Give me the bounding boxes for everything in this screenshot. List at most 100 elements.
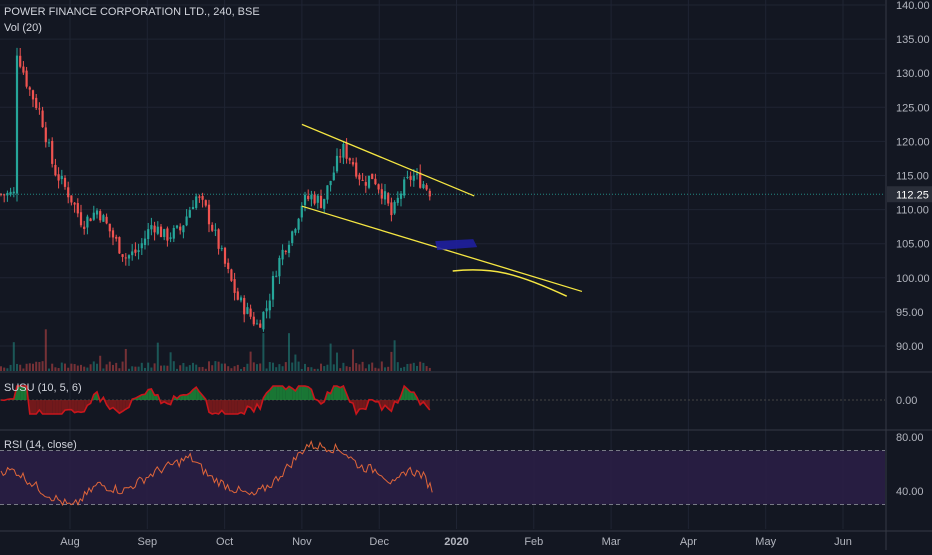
price-tick-label: 95.00 bbox=[896, 307, 924, 319]
candle-body bbox=[368, 176, 370, 188]
price-tick-label: 120.00 bbox=[896, 136, 930, 148]
candle-body bbox=[230, 269, 232, 280]
candle-body bbox=[275, 276, 277, 277]
volume-bar bbox=[243, 367, 245, 371]
volume-bar bbox=[381, 361, 383, 371]
candle-body bbox=[240, 297, 242, 300]
candle-body bbox=[323, 199, 325, 209]
candle-body bbox=[259, 324, 261, 328]
volume-bar bbox=[93, 361, 95, 371]
candle-body bbox=[349, 158, 351, 160]
volume-bar bbox=[230, 368, 232, 371]
candle-body bbox=[186, 216, 188, 225]
candle-body bbox=[218, 229, 220, 248]
volume-bar bbox=[208, 361, 210, 371]
volume-bar bbox=[26, 364, 28, 371]
candle-body bbox=[157, 227, 159, 234]
candle-body bbox=[189, 210, 191, 218]
volume-bar bbox=[269, 362, 271, 371]
candle-body bbox=[422, 184, 424, 188]
volume-bar bbox=[352, 349, 354, 371]
candle-body bbox=[192, 207, 194, 209]
candle-body bbox=[278, 258, 280, 276]
volume-bar bbox=[285, 362, 287, 371]
volume-bar bbox=[67, 368, 69, 371]
candle-body bbox=[150, 225, 152, 229]
candle-body bbox=[291, 231, 293, 243]
candle-body bbox=[131, 251, 133, 255]
susu-fill bbox=[49, 400, 52, 414]
volume-bar bbox=[400, 368, 402, 371]
candle-body bbox=[90, 218, 92, 221]
candle-body bbox=[77, 203, 79, 213]
volume-bar bbox=[115, 363, 117, 371]
candle-body bbox=[61, 176, 63, 179]
volume-bar bbox=[429, 368, 431, 371]
volume-bar bbox=[294, 355, 296, 371]
price-tick-label: 110.00 bbox=[896, 205, 929, 217]
candle-body bbox=[269, 301, 271, 311]
candle-body bbox=[234, 279, 236, 293]
volume-bar bbox=[371, 363, 373, 371]
volume-bar bbox=[346, 366, 348, 371]
volume-bar bbox=[86, 368, 88, 371]
susu-fill bbox=[68, 400, 71, 410]
susu-fill bbox=[212, 400, 215, 414]
candle-body bbox=[317, 196, 319, 203]
time-tick-label: Apr bbox=[680, 536, 697, 548]
volume-bar bbox=[182, 363, 184, 371]
price-tick-label: 105.00 bbox=[896, 239, 930, 251]
volume-bar bbox=[278, 364, 280, 371]
volume-bar bbox=[387, 367, 389, 371]
volume-bar bbox=[160, 366, 162, 371]
volume-bar bbox=[298, 362, 300, 371]
candle-body bbox=[294, 229, 296, 233]
susu-fill bbox=[43, 400, 46, 414]
candle-body bbox=[326, 185, 328, 199]
candle-body bbox=[112, 230, 114, 237]
candle-body bbox=[154, 226, 156, 233]
candle-body bbox=[227, 263, 229, 269]
candle-body bbox=[125, 257, 127, 258]
volume-bar bbox=[218, 362, 220, 371]
volume-bar bbox=[234, 366, 236, 371]
volume-bar bbox=[237, 365, 239, 371]
time-tick-label: Aug bbox=[60, 536, 80, 548]
candle-body bbox=[320, 196, 322, 208]
candle-body bbox=[16, 56, 18, 194]
candle-body bbox=[413, 176, 415, 181]
volume-bar bbox=[170, 352, 172, 371]
volume-bar bbox=[275, 367, 277, 371]
volume-bar bbox=[80, 365, 82, 371]
candle-body bbox=[51, 141, 53, 164]
volume-bar bbox=[282, 366, 284, 371]
price-tick-label: 90.00 bbox=[896, 341, 924, 353]
time-tick-label: Mar bbox=[602, 536, 621, 548]
volume-bar bbox=[16, 364, 18, 371]
candle-body bbox=[390, 202, 392, 215]
volume-bar bbox=[58, 368, 60, 371]
candle-body bbox=[160, 227, 162, 237]
time-tick-label: Oct bbox=[216, 536, 233, 548]
candle-body bbox=[406, 177, 408, 178]
susu-fill bbox=[228, 400, 231, 414]
volume-bar bbox=[202, 367, 204, 371]
candle-body bbox=[282, 250, 284, 260]
volume-bar bbox=[176, 369, 178, 371]
volume-bar bbox=[29, 363, 31, 371]
volume-bar bbox=[166, 366, 168, 371]
susu-fill bbox=[273, 386, 276, 400]
candle-body bbox=[141, 243, 143, 248]
candle-body bbox=[394, 202, 396, 213]
candle-body bbox=[307, 196, 309, 199]
susu-fill bbox=[411, 392, 414, 400]
volume-bar bbox=[397, 362, 399, 371]
candle-body bbox=[128, 255, 130, 258]
susu-tick-label: 0.00 bbox=[896, 395, 917, 407]
time-tick-label: May bbox=[755, 536, 776, 548]
volume-bar bbox=[333, 364, 335, 371]
candle-body bbox=[144, 239, 146, 245]
candle-body bbox=[301, 206, 303, 218]
